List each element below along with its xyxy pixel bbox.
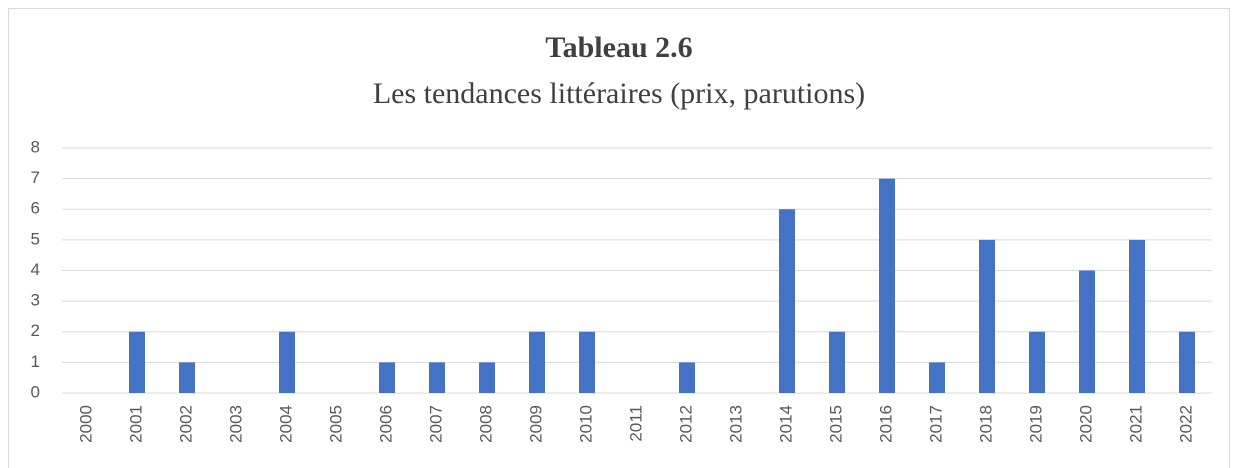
x-tick-label: 2019	[1026, 405, 1045, 443]
bar	[679, 362, 695, 393]
bar	[779, 209, 795, 393]
x-tick-label: 2018	[976, 405, 995, 443]
x-tick-label: 2005	[326, 405, 345, 443]
x-tick-label: 2014	[776, 405, 795, 443]
y-tick-label: 4	[31, 260, 40, 279]
y-tick-label: 1	[31, 352, 40, 371]
bar	[179, 362, 195, 393]
x-tick-label: 2011	[626, 405, 645, 442]
chart-subtitle: Les tendances littéraires (prix, parutio…	[373, 77, 865, 110]
y-tick-label: 5	[31, 229, 40, 248]
bar	[829, 331, 845, 393]
bar	[879, 178, 895, 393]
bar	[1129, 239, 1145, 393]
bar	[1079, 270, 1095, 393]
y-tick-label: 6	[31, 199, 40, 218]
x-tick-label: 2021	[1126, 405, 1145, 443]
x-tick-label: 2000	[76, 405, 95, 443]
y-tick-label: 3	[31, 291, 40, 310]
x-tick-label: 2013	[726, 405, 745, 443]
x-tick-label: 2017	[926, 405, 945, 443]
bar	[979, 239, 995, 393]
bar	[129, 331, 145, 393]
bar	[529, 331, 545, 393]
y-tick-label: 0	[31, 382, 40, 401]
y-tick-label: 8	[31, 137, 40, 156]
bar	[1029, 331, 1045, 393]
x-tick-label: 2003	[226, 405, 245, 443]
y-tick-label: 7	[31, 168, 40, 187]
bar	[279, 331, 295, 393]
chart-title: Tableau 2.6	[545, 31, 692, 64]
x-tick-label: 2015	[826, 405, 845, 443]
bar	[479, 362, 495, 393]
x-tick-label: 2001	[126, 405, 145, 443]
x-tick-label: 2006	[376, 405, 395, 443]
x-tick-label: 2012	[676, 405, 695, 443]
x-tick-label: 2004	[276, 405, 295, 443]
x-tick-label: 2020	[1076, 405, 1095, 443]
x-tick-label: 2016	[876, 405, 895, 443]
x-tick-label: 2008	[476, 405, 495, 443]
bar	[1179, 331, 1195, 393]
bar	[579, 331, 595, 393]
chart-border	[8, 8, 1230, 468]
x-tick-label: 2010	[576, 405, 595, 443]
x-tick-label: 2002	[176, 405, 195, 443]
y-tick-label: 2	[31, 321, 40, 340]
bar	[429, 362, 445, 393]
bar	[929, 362, 945, 393]
x-tick-label: 2007	[426, 405, 445, 443]
bar	[379, 362, 395, 393]
x-tick-label: 2022	[1176, 405, 1195, 443]
x-tick-label: 2009	[526, 405, 545, 443]
